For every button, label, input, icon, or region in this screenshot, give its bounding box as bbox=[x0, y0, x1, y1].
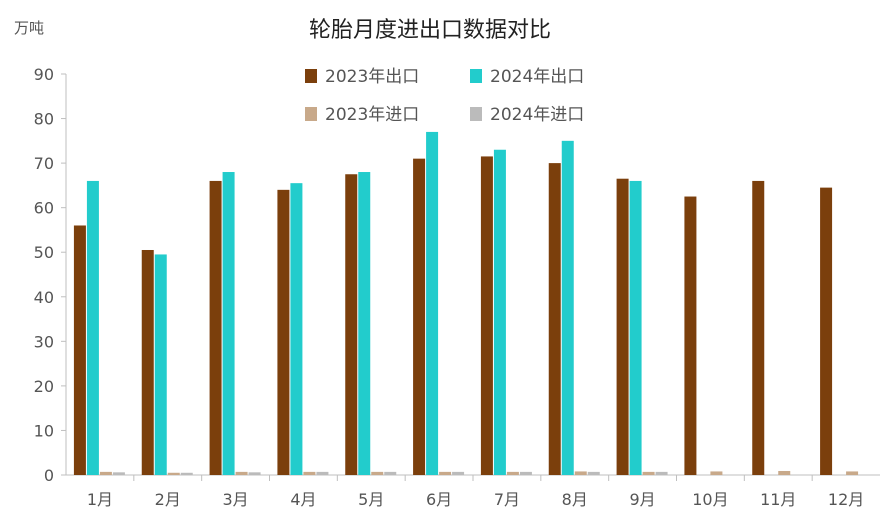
bar-2023年进口-6月 bbox=[439, 471, 452, 475]
bar-2024年进口-4月 bbox=[316, 471, 329, 475]
bar-2024年出口-8月 bbox=[561, 140, 574, 476]
y-tick-label: 20 bbox=[34, 377, 54, 396]
bar-2024年出口-2月 bbox=[154, 254, 167, 475]
x-tick-label: 11月 bbox=[760, 490, 796, 509]
bars-group bbox=[73, 131, 859, 476]
bar-2023年出口-12月 bbox=[820, 187, 833, 475]
bar-2023年进口-9月 bbox=[642, 471, 655, 475]
legend-swatch bbox=[305, 69, 317, 83]
y-tick-label: 70 bbox=[34, 154, 54, 173]
bar-2023年出口-8月 bbox=[548, 163, 561, 475]
bar-2023年进口-1月 bbox=[99, 471, 112, 475]
legend-swatch bbox=[305, 107, 317, 121]
bar-2023年进口-3月 bbox=[235, 471, 248, 475]
bar-2024年出口-5月 bbox=[358, 172, 371, 475]
bar-2023年进口-5月 bbox=[371, 471, 384, 475]
x-tick-label: 10月 bbox=[692, 490, 728, 509]
bar-2023年进口-8月 bbox=[574, 471, 587, 475]
bar-2023年出口-5月 bbox=[345, 174, 358, 475]
bar-2024年进口-3月 bbox=[248, 472, 261, 475]
legend-label: 2023年进口 bbox=[325, 105, 419, 125]
x-tick-label: 2月 bbox=[155, 490, 181, 509]
bar-2023年出口-6月 bbox=[413, 158, 426, 475]
bar-2024年进口-9月 bbox=[655, 471, 668, 475]
axes: 0 10 20 30 40 50 60 70 80 90 1月 2月 3月 4月 5月 6月 7月 8月 9月 10月… bbox=[34, 65, 880, 509]
legend-label: 2024年进口 bbox=[490, 105, 584, 125]
bar-2024年出口-7月 bbox=[493, 149, 506, 475]
bar-2024年进口-8月 bbox=[587, 471, 600, 475]
x-tick-label: 4月 bbox=[290, 490, 316, 509]
bar-2023年进口-11月 bbox=[778, 470, 791, 475]
bar-2023年出口-1月 bbox=[73, 225, 86, 475]
bar-2023年进口-4月 bbox=[303, 471, 316, 475]
chart-title: 轮胎月度进出口数据对比 bbox=[309, 18, 551, 43]
bar-2024年进口-5月 bbox=[384, 471, 397, 475]
bar-2023年出口-9月 bbox=[616, 178, 629, 475]
bar-2024年进口-1月 bbox=[112, 472, 125, 475]
legend: 2023年出口 2024年出口 2023年进口 2024年进口 bbox=[305, 67, 584, 125]
bar-2024年出口-1月 bbox=[86, 180, 99, 475]
x-tick-label: 6月 bbox=[426, 490, 452, 509]
y-axis-unit-label: 万吨 bbox=[14, 19, 44, 37]
bar-2023年出口-2月 bbox=[141, 249, 154, 475]
y-tick-label: 40 bbox=[34, 288, 54, 307]
bar-2023年出口-7月 bbox=[480, 156, 493, 475]
y-tick-label: 90 bbox=[34, 65, 54, 84]
y-tick-label: 60 bbox=[34, 199, 54, 218]
legend-swatch bbox=[470, 69, 482, 83]
legend-label: 2024年出口 bbox=[490, 67, 584, 87]
bar-2023年出口-11月 bbox=[752, 180, 765, 475]
y-tick-label: 80 bbox=[34, 110, 54, 129]
y-tick-label: 10 bbox=[34, 421, 54, 440]
x-tick-label: 1月 bbox=[87, 490, 113, 509]
legend-label: 2023年出口 bbox=[325, 67, 419, 87]
y-tick-label: 0 bbox=[44, 466, 54, 485]
bar-2023年进口-2月 bbox=[167, 472, 180, 475]
bar-2024年出口-9月 bbox=[629, 180, 642, 475]
x-tick-label: 8月 bbox=[562, 490, 588, 509]
x-tick-label: 5月 bbox=[358, 490, 384, 509]
x-tick-label: 12月 bbox=[828, 490, 864, 509]
x-tick-label: 7月 bbox=[494, 490, 520, 509]
y-tick-label: 30 bbox=[34, 332, 54, 351]
bar-2023年出口-10月 bbox=[684, 196, 697, 475]
legend-swatch bbox=[470, 107, 482, 121]
bar-2024年进口-2月 bbox=[180, 472, 193, 475]
y-tick-label: 50 bbox=[34, 243, 54, 262]
bar-2024年进口-6月 bbox=[452, 471, 465, 475]
bar-2024年出口-6月 bbox=[426, 131, 439, 475]
bar-2023年进口-10月 bbox=[710, 471, 723, 475]
x-tick-label: 3月 bbox=[222, 490, 248, 509]
x-tick-label: 9月 bbox=[629, 490, 655, 509]
bar-2023年出口-3月 bbox=[209, 180, 222, 475]
bar-2024年进口-7月 bbox=[519, 471, 532, 475]
bar-2024年出口-3月 bbox=[222, 172, 235, 475]
bar-2023年出口-4月 bbox=[277, 189, 290, 475]
bar-2024年出口-4月 bbox=[290, 183, 303, 475]
bar-2023年进口-7月 bbox=[506, 471, 519, 475]
bar-2023年进口-12月 bbox=[846, 471, 859, 475]
